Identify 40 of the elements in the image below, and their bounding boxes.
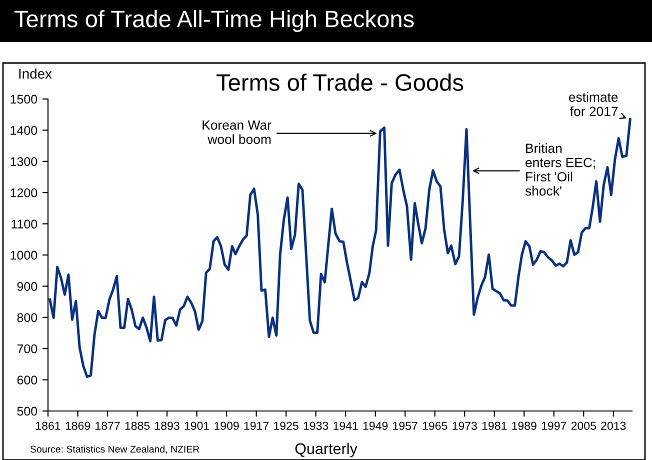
- y-tick-label: 700: [17, 344, 38, 354]
- y-tick-label: 800: [17, 313, 38, 322]
- x-tick-label: 1941: [334, 422, 358, 430]
- x-tick-label: 1917: [244, 422, 269, 430]
- y-tick-label: 1400: [10, 126, 38, 135]
- x-tick-label: 1965: [422, 422, 448, 430]
- y-tick-label: 1200: [10, 188, 38, 198]
- x-tick-label: 1957: [393, 422, 418, 430]
- y-tick-label: 1300: [10, 157, 38, 166]
- annotation: Britian enters EEC; First 'Oil shock': [525, 143, 595, 196]
- x-axis-title: Quarterly: [295, 442, 358, 458]
- x-tick-label: 2013: [601, 422, 626, 430]
- chart-subtitle: Terms of Trade All-Time High Beckons: [14, 10, 414, 32]
- x-tick-label: 1877: [96, 422, 120, 430]
- x-tick-label: 1949: [363, 422, 388, 430]
- x-tick-label: 1861: [36, 422, 60, 430]
- x-tick-label: 1893: [155, 422, 180, 430]
- y-axis-title: Index: [19, 68, 52, 79]
- line-series: [48, 118, 632, 378]
- x-tick-label: 1909: [214, 422, 239, 430]
- x-tick-label: 1901: [184, 422, 210, 430]
- y-tick-label: 900: [17, 282, 38, 291]
- x-tick-label: 1973: [452, 422, 477, 430]
- source-note: Source: Statistics New Zealand, NZIER: [30, 445, 200, 454]
- x-tick-label: 1925: [274, 422, 298, 430]
- y-tick-label: 500: [17, 406, 38, 416]
- annotation: estimate for 2017: [568, 92, 618, 116]
- x-tick-label: 1989: [512, 422, 536, 430]
- y-tick-label: 600: [17, 376, 38, 384]
- x-tick-label: 1885: [125, 422, 150, 430]
- x-tick-label: 1981: [482, 422, 507, 430]
- x-tick-label: 1997: [542, 422, 566, 430]
- x-tick-label: 1933: [304, 422, 328, 430]
- annotation: Korean War wool boom: [202, 120, 272, 144]
- y-tick-label: 1000: [10, 250, 38, 260]
- chart-title: Terms of Trade - Goods: [216, 74, 464, 91]
- y-tick-label: 1500: [10, 94, 38, 104]
- y-tick-label: 1100: [12, 220, 38, 228]
- x-tick-label: 2005: [571, 422, 596, 430]
- x-tick-label: 1869: [66, 422, 90, 430]
